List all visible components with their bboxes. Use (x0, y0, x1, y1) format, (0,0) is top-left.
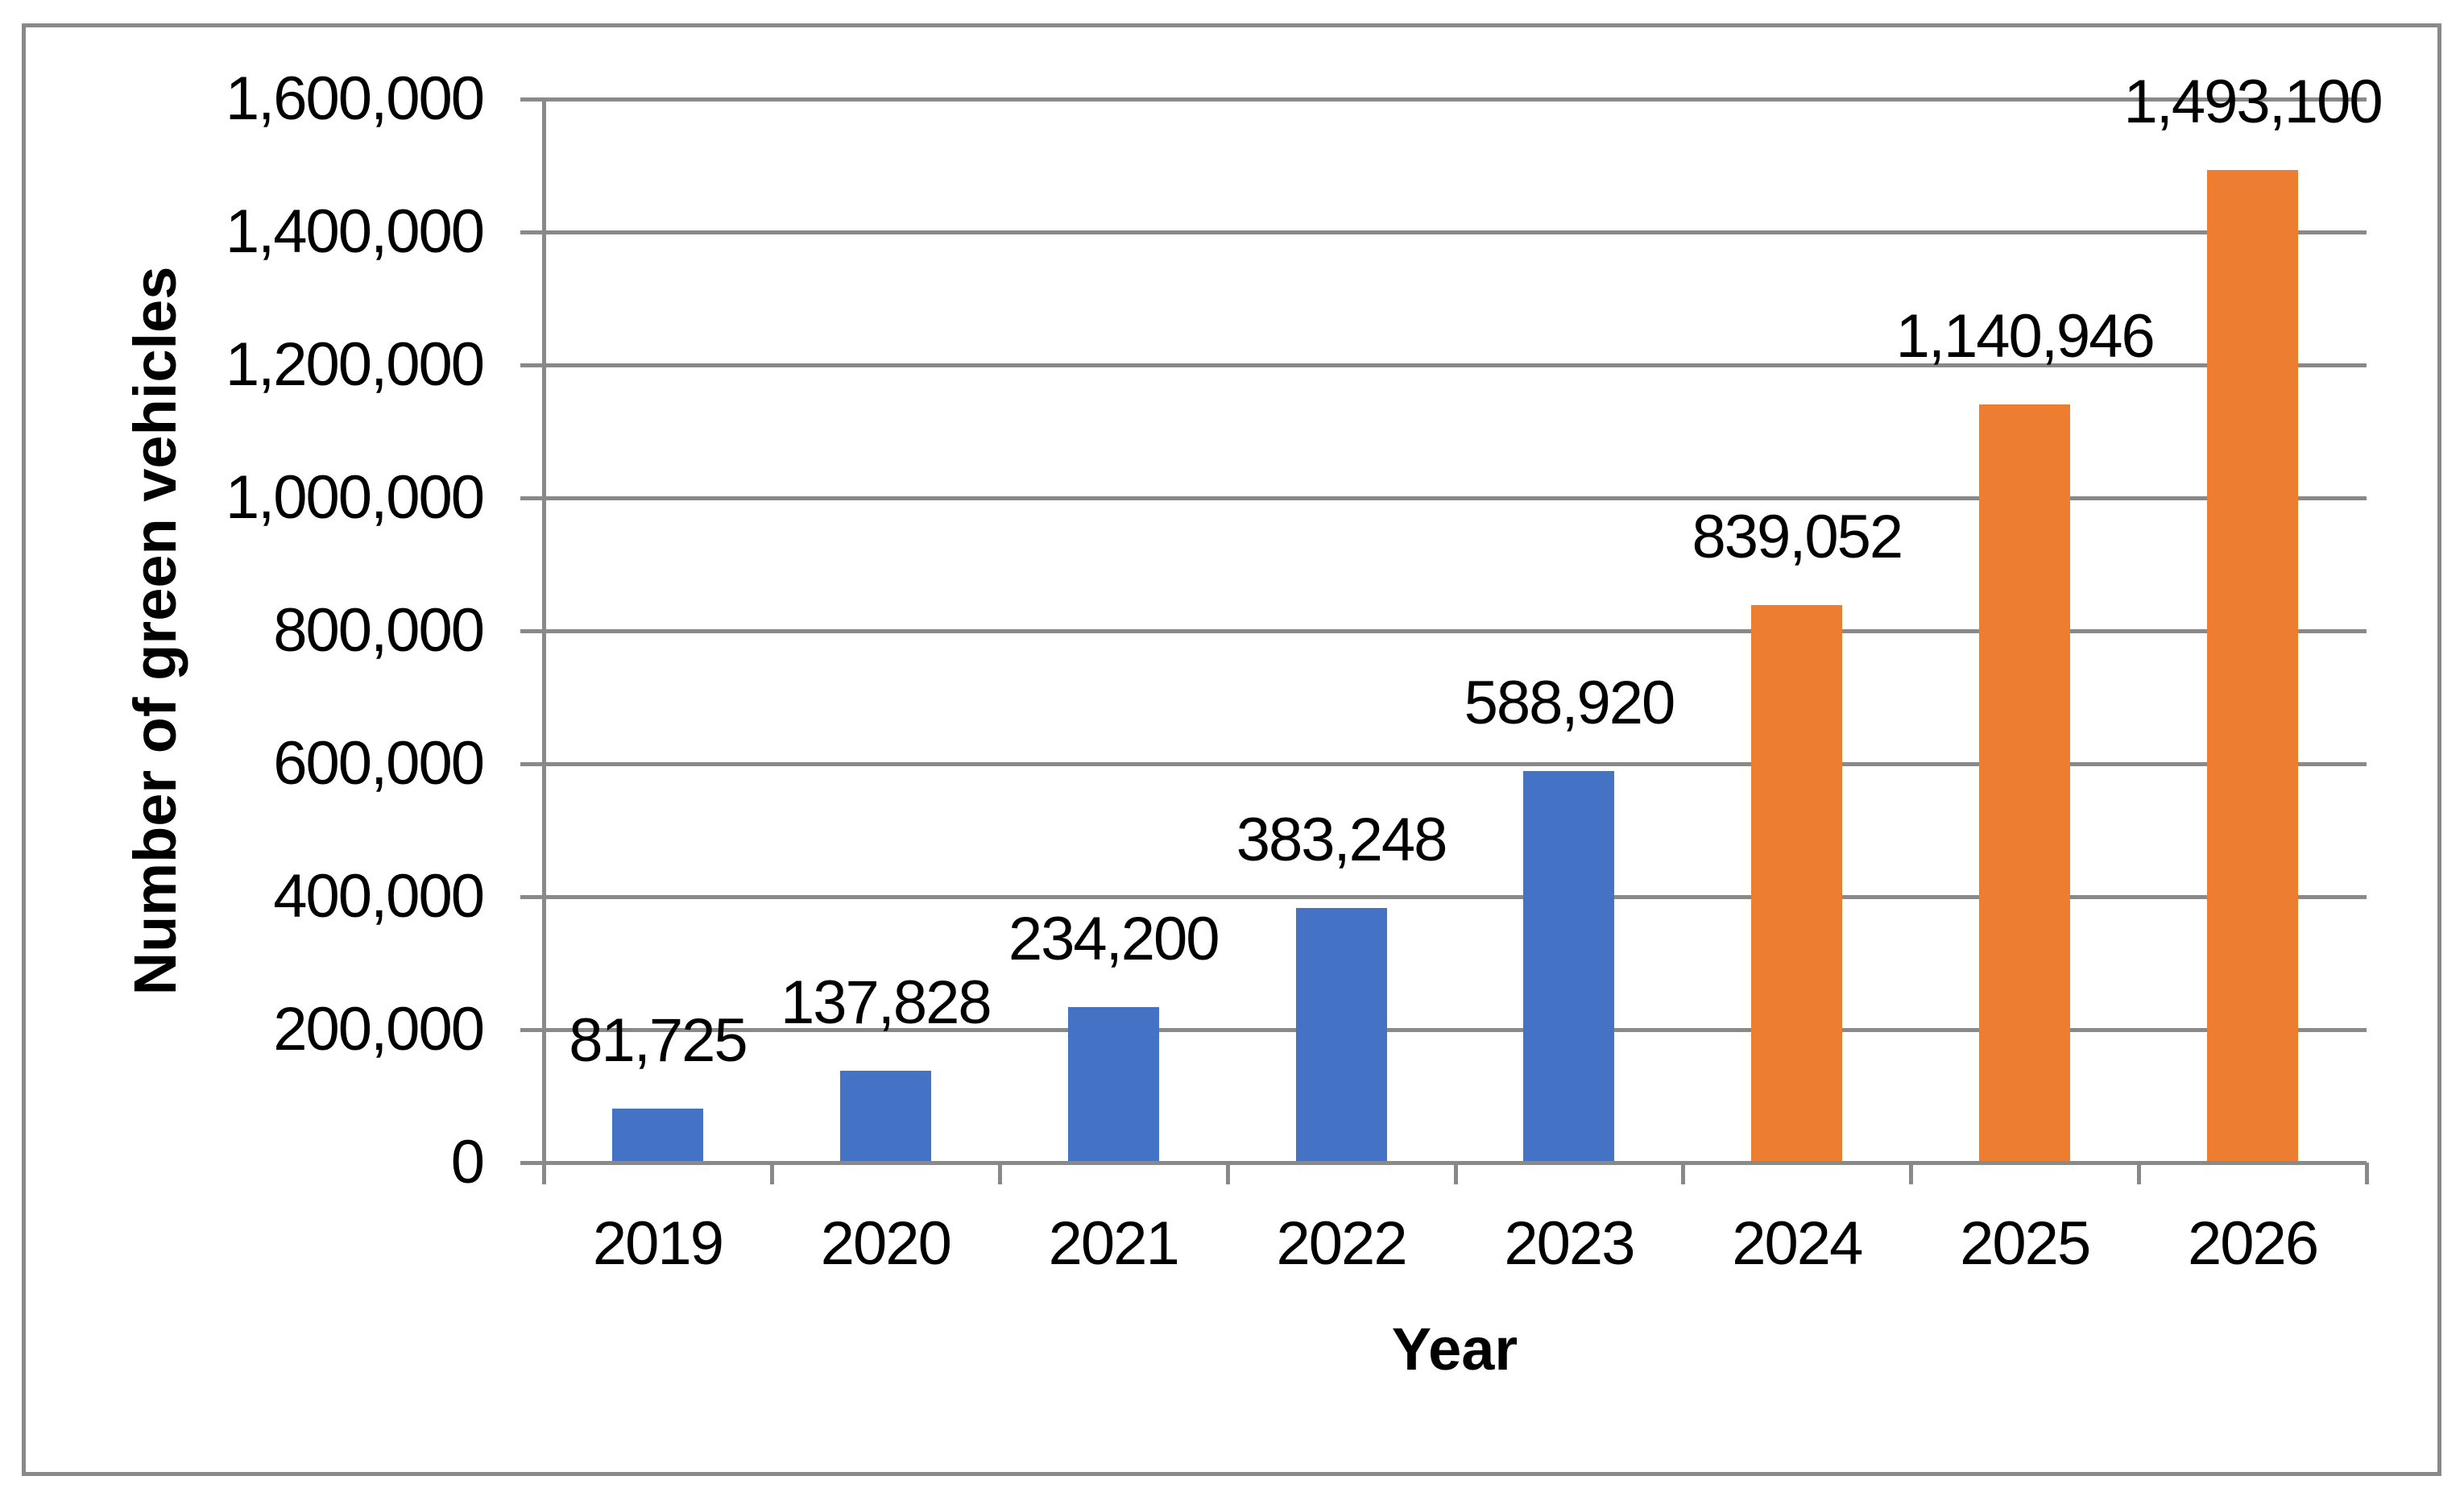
x-tick-label-2019: 2019 (592, 1209, 724, 1278)
data-label-2021: 234,200 (1008, 904, 1220, 973)
y-axis-tick (520, 762, 544, 766)
y-axis-line (542, 99, 546, 1184)
data-label-2022: 383,248 (1236, 805, 1448, 874)
gridline (544, 97, 2367, 102)
gridline (544, 895, 2367, 899)
bar-2019 (612, 1108, 703, 1163)
x-axis-tick (1453, 1163, 1458, 1184)
x-axis-title: Year (1391, 1316, 1518, 1383)
y-tick-label: 1,200,000 (225, 330, 485, 399)
y-axis-tick (520, 1161, 544, 1165)
y-tick-label: 200,000 (273, 995, 485, 1063)
x-tick-label-2020: 2020 (820, 1209, 952, 1278)
bar-2025 (1979, 404, 2070, 1163)
bar-2020 (840, 1071, 931, 1163)
y-tick-label: 600,000 (273, 729, 485, 798)
x-axis-line (544, 1161, 2367, 1165)
x-tick-label-2023: 2023 (1504, 1209, 1635, 1278)
y-tick-label: 400,000 (273, 862, 485, 931)
data-label-2026: 1,493,100 (2123, 68, 2383, 137)
data-label-2019: 81,725 (569, 1005, 747, 1075)
data-label-2020: 137,828 (780, 968, 992, 1038)
gridline (544, 496, 2367, 500)
gridline (544, 1028, 2367, 1032)
y-axis-tick (520, 97, 544, 102)
x-axis-tick (997, 1163, 1002, 1184)
x-axis-tick (1909, 1163, 1914, 1184)
x-tick-label-2025: 2025 (1960, 1209, 2091, 1278)
x-axis-tick (1225, 1163, 1230, 1184)
y-axis-tick (520, 895, 544, 899)
gridline (544, 363, 2367, 367)
gridline (544, 230, 2367, 234)
gridline (544, 762, 2367, 766)
y-tick-label: 1,400,000 (225, 197, 485, 266)
x-tick-label-2026: 2026 (2188, 1209, 2319, 1278)
x-tick-label-2021: 2021 (1048, 1209, 1180, 1278)
data-label-2024: 839,052 (1692, 502, 1903, 571)
y-tick-label: 800,000 (273, 596, 485, 665)
y-axis-tick (520, 363, 544, 367)
bar-2021 (1068, 1006, 1159, 1163)
y-axis-tick (520, 496, 544, 500)
x-tick-label-2022: 2022 (1276, 1209, 1408, 1278)
y-tick-label: 1,600,000 (225, 64, 485, 133)
bar-2023 (1523, 771, 1614, 1163)
bar-2022 (1296, 907, 1387, 1163)
y-axis-tick (520, 230, 544, 234)
y-axis-title: Number of green vehicles (122, 266, 188, 996)
bar-2026 (2207, 170, 2298, 1163)
y-tick-label: 1,000,000 (225, 463, 485, 532)
x-axis-tick (1681, 1163, 1686, 1184)
y-axis-tick (520, 1028, 544, 1032)
gridline (544, 629, 2367, 633)
bar-2024 (1751, 604, 1842, 1163)
x-axis-tick (2137, 1163, 2142, 1184)
chart-frame-border (22, 23, 2441, 1476)
x-axis-tick (769, 1163, 774, 1184)
y-tick-label: 0 (450, 1128, 485, 1196)
y-axis-tick (520, 629, 544, 633)
data-label-2025: 1,140,946 (1895, 301, 2155, 371)
x-tick-label-2024: 2024 (1732, 1209, 1863, 1278)
data-label-2023: 588,920 (1464, 669, 1676, 738)
x-axis-tick (2365, 1163, 2369, 1184)
